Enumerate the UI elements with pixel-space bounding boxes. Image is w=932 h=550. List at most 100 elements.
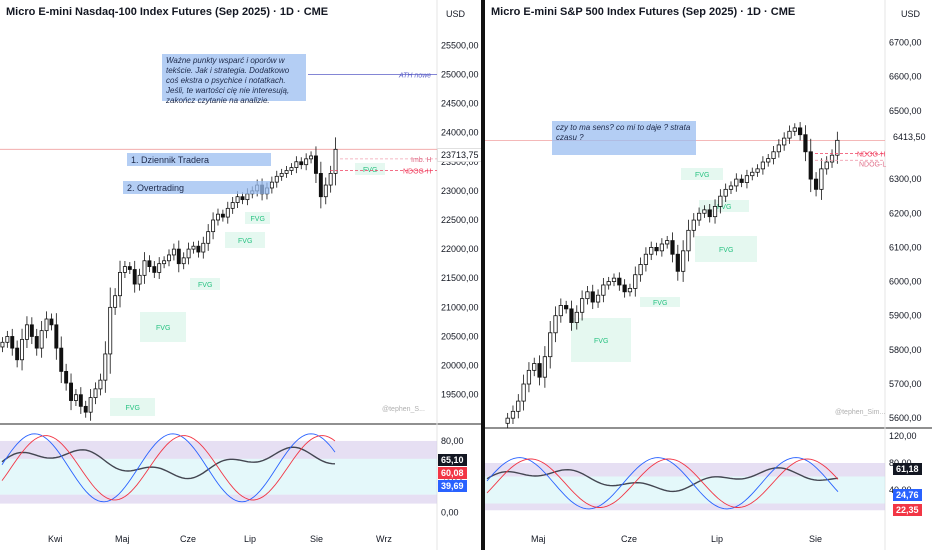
candle-body	[235, 196, 240, 203]
candle-body	[88, 397, 93, 413]
candle-body	[216, 213, 220, 221]
left-note-overtrading[interactable]: 2. Overtrading	[123, 181, 270, 194]
left-currency-label[interactable]: USD	[446, 9, 466, 19]
left-month-lip: Lip	[244, 534, 257, 544]
candle-body	[622, 284, 627, 293]
overbought-band	[0, 440, 437, 459]
stoch-d-line	[486, 458, 839, 508]
watermark-text: @tephen_S...	[382, 406, 425, 413]
left-analysis-note[interactable]: Ważne punkty wsparć i oporów w tekście. …	[162, 54, 306, 105]
fvg-zone	[110, 398, 155, 416]
fvg-label: FVG	[717, 204, 731, 211]
candle-body	[54, 324, 59, 349]
candle-body	[803, 134, 808, 153]
candle-body	[643, 253, 649, 265]
candle-body	[318, 173, 323, 198]
right-question-note[interactable]: czy to ma sens? co mi to daje ? strata c…	[552, 121, 696, 155]
candle-body	[309, 155, 314, 160]
left-month-wrz: Wrz	[376, 534, 392, 544]
right-chart-title: Micro E-mini S&P 500 Index Futures (Sep …	[491, 6, 796, 18]
candle-body	[542, 356, 547, 378]
panel-divider[interactable]	[481, 0, 485, 550]
right-month-sie: Sie	[809, 534, 823, 544]
price-tick-label: 21000,00	[441, 302, 479, 312]
candle-body	[333, 148, 338, 174]
candle-body	[771, 151, 776, 160]
fvg-zone	[695, 236, 757, 262]
left-stoch-d-badge: 60,08	[438, 467, 467, 479]
oversold-band	[485, 503, 885, 511]
price-tick-label: 5800,00	[889, 345, 922, 355]
candle-body	[211, 219, 216, 233]
stoch-k-line	[486, 457, 839, 510]
candle-body	[532, 363, 537, 371]
candle-body	[122, 266, 127, 273]
candle-body	[20, 338, 25, 361]
candle-body	[186, 248, 191, 259]
right-chart-panel[interactable]: Micro E-mini S&P 500 Index Futures (Sep …	[485, 0, 932, 550]
rsi-line	[486, 467, 839, 493]
candle-body	[601, 284, 606, 296]
price-tick-label: 23000,00	[441, 186, 479, 196]
ndog-l-label: NDOG-L	[859, 161, 886, 168]
candle-body	[739, 178, 744, 183]
candle-body	[127, 266, 132, 270]
candle-body	[718, 195, 723, 207]
candle-body	[103, 353, 108, 381]
left-note-dziennik[interactable]: 1. Dziennik Tradera	[127, 153, 271, 166]
candle-body	[137, 274, 142, 285]
left-chart-panel[interactable]: Micro E-mini Nasdaq-100 Index Futures (S…	[0, 0, 483, 550]
candle-body	[176, 248, 181, 265]
candle-body	[617, 277, 622, 286]
candle-body	[181, 257, 186, 265]
candle-body	[611, 277, 617, 282]
fvg-label: FVG	[719, 247, 733, 254]
candle-body	[564, 305, 569, 310]
candle-body	[152, 266, 157, 273]
right-stoch-d-badge: 22,35	[893, 504, 922, 516]
candle-body	[574, 311, 579, 323]
candle-body	[5, 336, 10, 343]
candle-body	[649, 247, 654, 255]
right-chart-svg[interactable]: 6700,00 6600,00 6500,00 6300,00 6200,00 6100,…	[485, 0, 932, 550]
left-stoch-k-badge: 39,69	[438, 480, 467, 492]
candle-body	[132, 269, 137, 285]
candle-body	[813, 178, 819, 190]
price-tick-label: 22500,00	[441, 215, 479, 225]
stoch-d-line	[1, 435, 336, 501]
candle-body	[44, 318, 49, 332]
price-tick-label: 6500,00	[889, 106, 922, 116]
fvg-zone	[190, 278, 220, 290]
candle-body	[681, 250, 686, 272]
left-chart-svg[interactable]: 25500,0025000,0024500,0024000,0023500,00…	[0, 0, 481, 550]
price-tick-label: 6000,00	[889, 277, 922, 287]
fvg-zone	[355, 163, 385, 175]
candle-body	[49, 318, 54, 326]
candle-body	[201, 242, 206, 253]
candle-body	[196, 245, 201, 253]
right-month-maj: Maj	[531, 534, 546, 544]
candle-body	[521, 383, 526, 402]
right-rsi-value-badge: 61,18	[893, 463, 922, 475]
candle-body	[569, 308, 574, 323]
candle-body	[728, 185, 734, 190]
candle-body	[157, 263, 162, 273]
candle-body	[516, 400, 521, 412]
watermark-text: @tephen_Sim...	[835, 409, 885, 416]
candle-body	[245, 193, 250, 201]
candle-body	[766, 158, 771, 163]
candle-body	[638, 264, 643, 276]
candle-body	[167, 254, 171, 262]
candle-body	[29, 324, 34, 337]
fvg-label: FVG	[238, 238, 252, 245]
candle-body	[696, 212, 702, 221]
candle-body	[64, 371, 69, 384]
candle-body	[284, 170, 289, 174]
right-currency-label[interactable]: USD	[901, 9, 921, 19]
fvg-label: FVG	[653, 300, 667, 307]
overbought-band	[485, 463, 885, 477]
candle-body	[98, 379, 103, 390]
right-month-cze: Cze	[621, 534, 638, 544]
fvg-label: FVG	[695, 172, 709, 179]
ath-label: ATH nowe	[398, 72, 431, 79]
